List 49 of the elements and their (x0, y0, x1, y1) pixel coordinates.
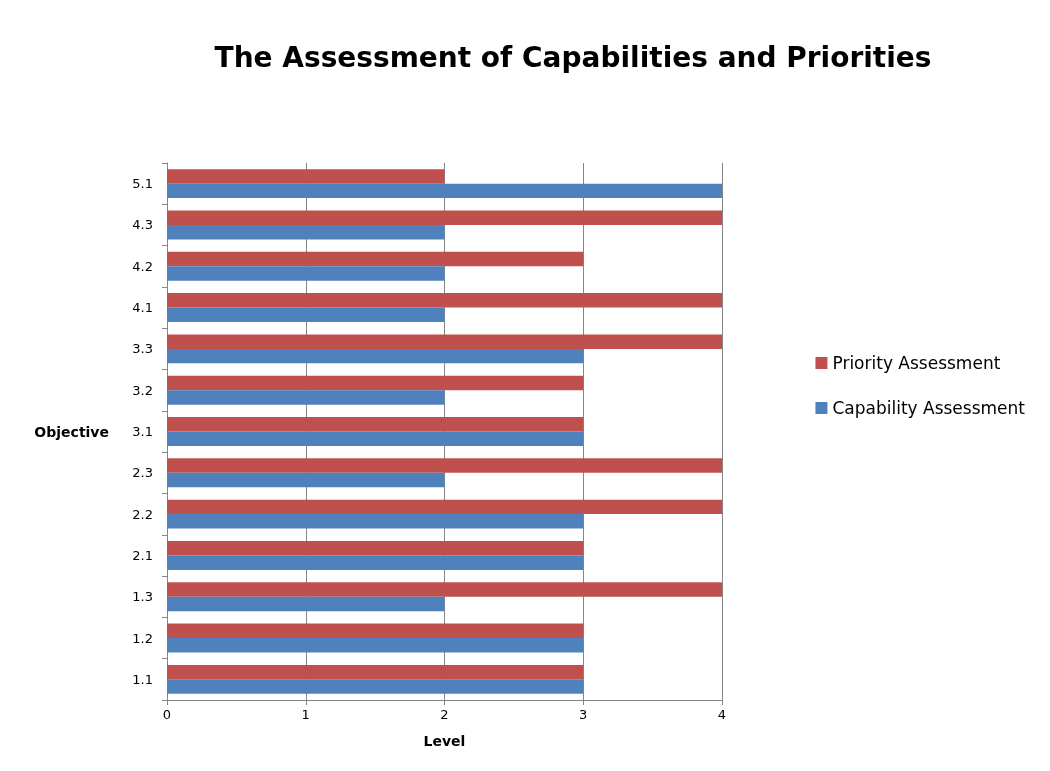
bar (167, 169, 445, 184)
bar (167, 293, 722, 308)
bar (167, 417, 584, 432)
y-tick-label: 2.3 (132, 465, 153, 481)
bar (167, 390, 445, 405)
y-tick-label: 2.2 (132, 506, 153, 522)
chart-title: The Assessment of Capabilities and Priorities (214, 40, 932, 74)
bar (167, 555, 584, 570)
y-tick-label: 3.3 (132, 341, 153, 357)
y-tick-label: 2.1 (132, 547, 153, 563)
y-tick-label: 4.3 (132, 217, 153, 233)
y-tick-label: 3.1 (132, 424, 153, 439)
bar (167, 596, 445, 612)
y-tick-label: 4.1 (132, 300, 153, 316)
y-tick-label: 1.2 (132, 630, 153, 646)
x-tick-label: 2 (440, 707, 449, 722)
y-tick-label: 3.2 (132, 382, 153, 398)
bar (167, 582, 722, 597)
bar (167, 431, 584, 446)
legend-label: Priority Assessment (832, 353, 1001, 373)
bar (167, 623, 584, 639)
y-axis-title: Objective (34, 423, 109, 440)
bar (167, 334, 722, 349)
bar (167, 348, 584, 364)
bar (167, 664, 584, 680)
bar (167, 307, 445, 323)
x-tick-label: 4 (717, 707, 727, 722)
y-tick-label: 5.1 (132, 176, 153, 192)
bar (167, 224, 445, 240)
x-tick-label: 3 (579, 707, 588, 722)
bar (167, 266, 445, 281)
bar (167, 251, 584, 267)
bar (167, 540, 584, 556)
y-tick-label: 1.1 (132, 671, 153, 687)
y-tick-label: 1.3 (132, 589, 153, 605)
bar (167, 375, 584, 391)
x-tick-label: 1 (301, 707, 310, 722)
bar (167, 472, 445, 488)
bar (167, 499, 722, 515)
bar (167, 514, 584, 529)
bar (167, 458, 722, 473)
bar (167, 210, 722, 225)
x-tick-label: 0 (162, 707, 172, 722)
bar (167, 183, 722, 199)
x-axis-title: Level (423, 733, 466, 749)
legend-label: Capability Assessment (832, 398, 1026, 418)
bar (167, 638, 584, 653)
bar (167, 679, 584, 694)
y-tick-label: 4.2 (132, 258, 153, 274)
